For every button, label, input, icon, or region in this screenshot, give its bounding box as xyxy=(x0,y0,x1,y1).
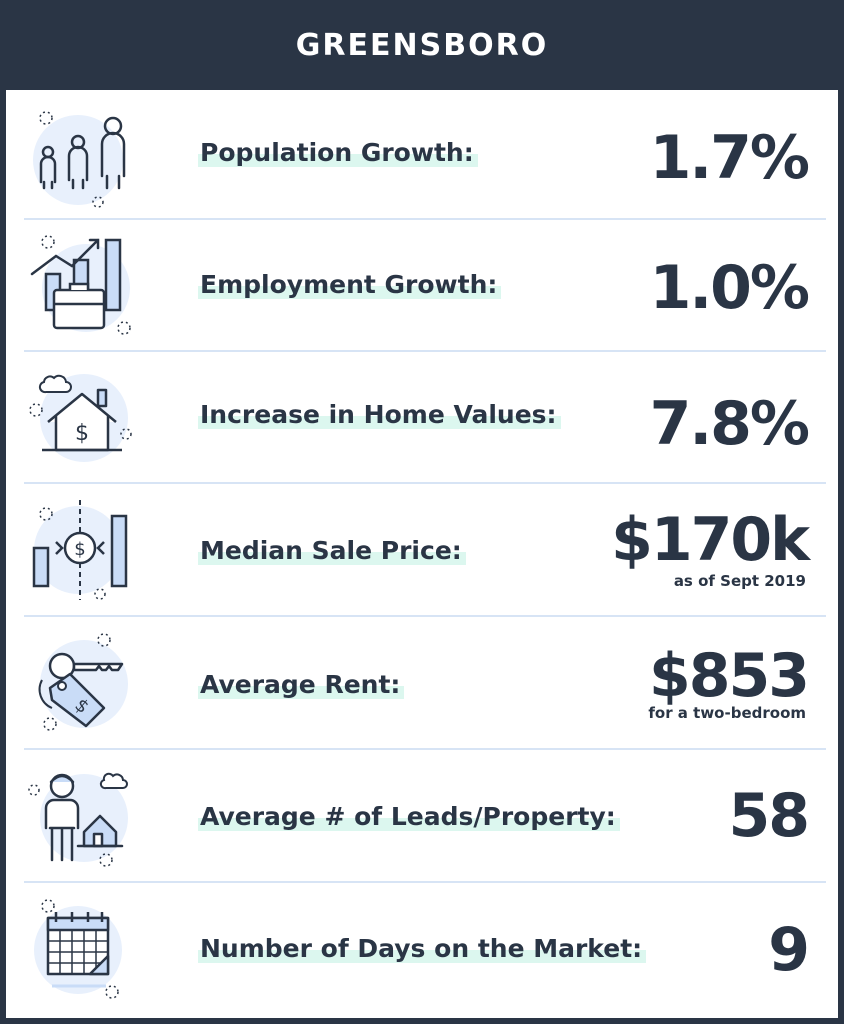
days-on-market-label: Number of Days on the Market: xyxy=(198,934,647,963)
divider xyxy=(24,881,826,883)
average-rent-note: for a two-bedroom xyxy=(648,704,806,722)
price-bars-icon: $ xyxy=(26,496,136,606)
person-house-icon xyxy=(26,762,136,872)
average-rent-value: $853 xyxy=(649,641,810,711)
home-values-label: Increase in Home Values: xyxy=(198,400,561,429)
divider xyxy=(24,482,826,484)
house-dollar-icon: $ xyxy=(26,364,136,474)
divider xyxy=(24,350,826,352)
employment-growth-label: Employment Growth: xyxy=(198,270,502,299)
briefcase-chart-icon xyxy=(26,234,136,344)
leads-property-value: 58 xyxy=(728,781,810,851)
calendar-icon xyxy=(26,896,136,1006)
header: GREENSBORO xyxy=(0,0,844,90)
population-growth-value: 1.7% xyxy=(649,123,810,193)
median-sale-price-value: $170k xyxy=(611,505,810,575)
key-tag-icon: $ xyxy=(26,630,136,740)
average-rent-label: Average Rent: xyxy=(198,670,405,699)
divider xyxy=(24,218,826,220)
page-title: GREENSBORO xyxy=(295,27,549,63)
people-icon xyxy=(26,104,136,214)
population-growth-label: Population Growth: xyxy=(198,138,478,167)
median-sale-price-note: as of Sept 2019 xyxy=(673,572,806,590)
svg-text:$: $ xyxy=(75,421,89,446)
divider xyxy=(24,748,826,750)
median-sale-price-label: Median Sale Price: xyxy=(198,536,466,565)
leads-property-label: Average # of Leads/Property: xyxy=(198,802,620,831)
stats-panel: Population Growth: 1.7% Employment Growt… xyxy=(6,90,838,1018)
svg-text:$: $ xyxy=(74,539,85,560)
employment-growth-value: 1.0% xyxy=(649,253,810,323)
days-on-market-value: 9 xyxy=(768,915,810,985)
divider xyxy=(24,615,826,617)
home-values-value: 7.8% xyxy=(649,389,810,459)
